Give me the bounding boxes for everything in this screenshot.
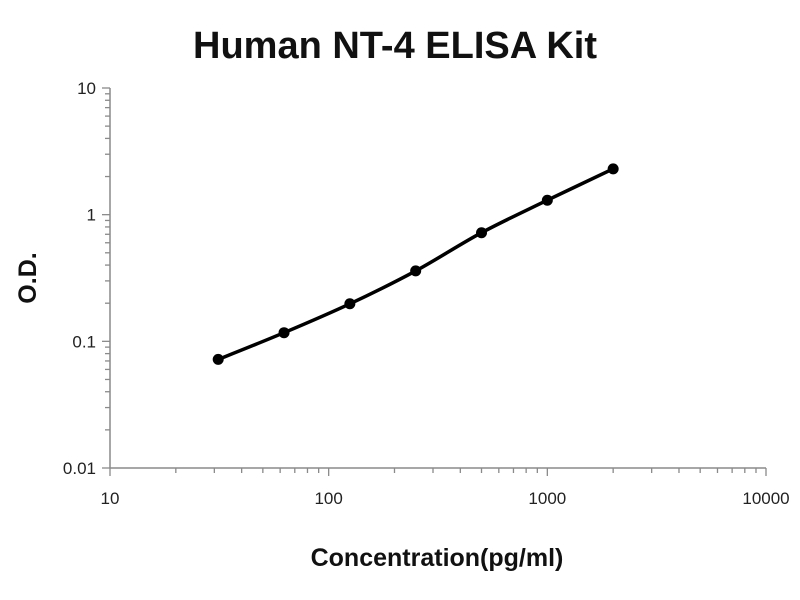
y-tick-label: 1 [87, 206, 96, 225]
data-point [410, 265, 422, 277]
data-point [541, 194, 553, 206]
data-points [212, 163, 619, 365]
y-tick-label: 0.01 [63, 459, 96, 478]
data-point [607, 163, 619, 175]
x-axis-tick-labels: 10 100 1000 10000 [101, 489, 790, 508]
x-tick-label: 1000 [528, 489, 566, 508]
x-tick-label: 10000 [742, 489, 789, 508]
data-point [212, 353, 224, 365]
y-tick-label: 0.1 [72, 332, 96, 351]
x-tick-label: 10 [101, 489, 120, 508]
y-tick-label: 10 [77, 79, 96, 98]
chart-title: Human NT-4 ELISA Kit [193, 25, 597, 67]
data-point [278, 327, 290, 339]
y-axis-ticks [102, 87, 110, 469]
plot-area: 0.01 0.1 1 10 10 100 1000 10000 [63, 79, 790, 508]
x-tick-label: 100 [314, 489, 342, 508]
x-axis-title: Concentration(pg/ml) [311, 544, 564, 572]
data-point [344, 298, 356, 310]
data-point [476, 227, 488, 239]
x-axis-ticks [109, 468, 767, 476]
y-axis-title: O.D. [14, 252, 42, 303]
y-axis-tick-labels: 0.01 0.1 1 10 [63, 79, 96, 478]
standard-curve-line [216, 167, 615, 362]
